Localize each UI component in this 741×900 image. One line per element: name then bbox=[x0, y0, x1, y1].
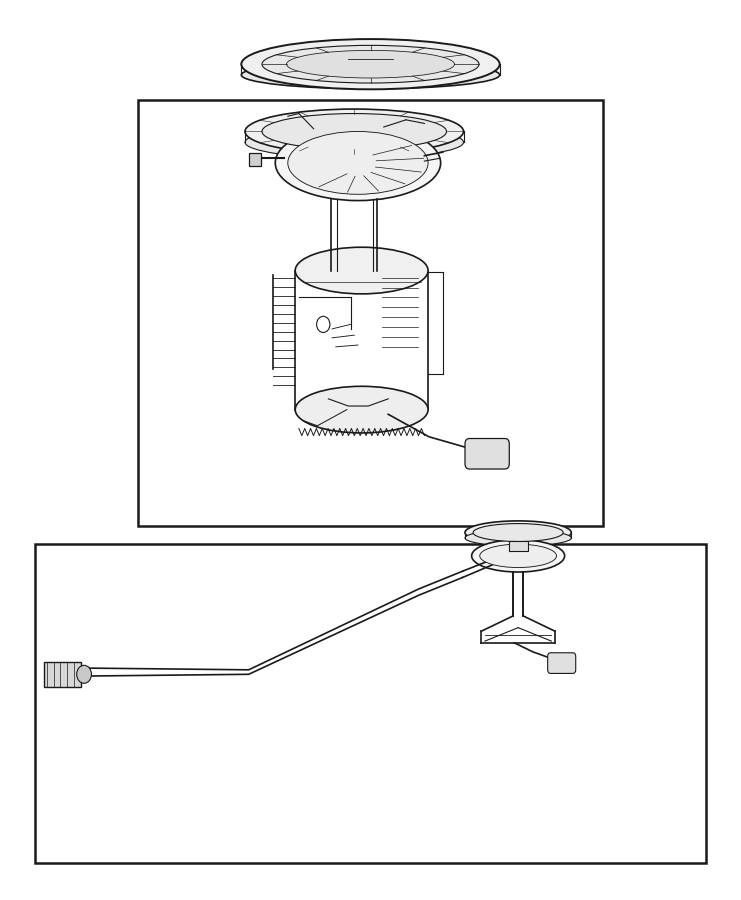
Ellipse shape bbox=[76, 665, 91, 683]
Bar bbox=[138, 100, 603, 526]
Ellipse shape bbox=[471, 540, 565, 572]
Bar bbox=[35, 544, 706, 863]
FancyBboxPatch shape bbox=[548, 652, 576, 673]
Ellipse shape bbox=[465, 521, 571, 544]
Ellipse shape bbox=[245, 109, 464, 154]
Ellipse shape bbox=[242, 39, 499, 89]
Bar bbox=[250, 153, 261, 166]
Ellipse shape bbox=[295, 386, 428, 433]
Ellipse shape bbox=[288, 131, 428, 194]
Ellipse shape bbox=[262, 113, 447, 149]
Ellipse shape bbox=[245, 126, 464, 158]
Bar bbox=[44, 662, 81, 687]
Ellipse shape bbox=[465, 530, 571, 546]
Ellipse shape bbox=[295, 248, 428, 294]
Ellipse shape bbox=[275, 125, 441, 201]
Bar bbox=[509, 541, 528, 552]
Ellipse shape bbox=[262, 45, 479, 83]
Ellipse shape bbox=[242, 61, 499, 89]
FancyBboxPatch shape bbox=[465, 438, 509, 469]
Ellipse shape bbox=[287, 50, 454, 78]
Ellipse shape bbox=[479, 544, 556, 568]
Ellipse shape bbox=[473, 524, 563, 542]
